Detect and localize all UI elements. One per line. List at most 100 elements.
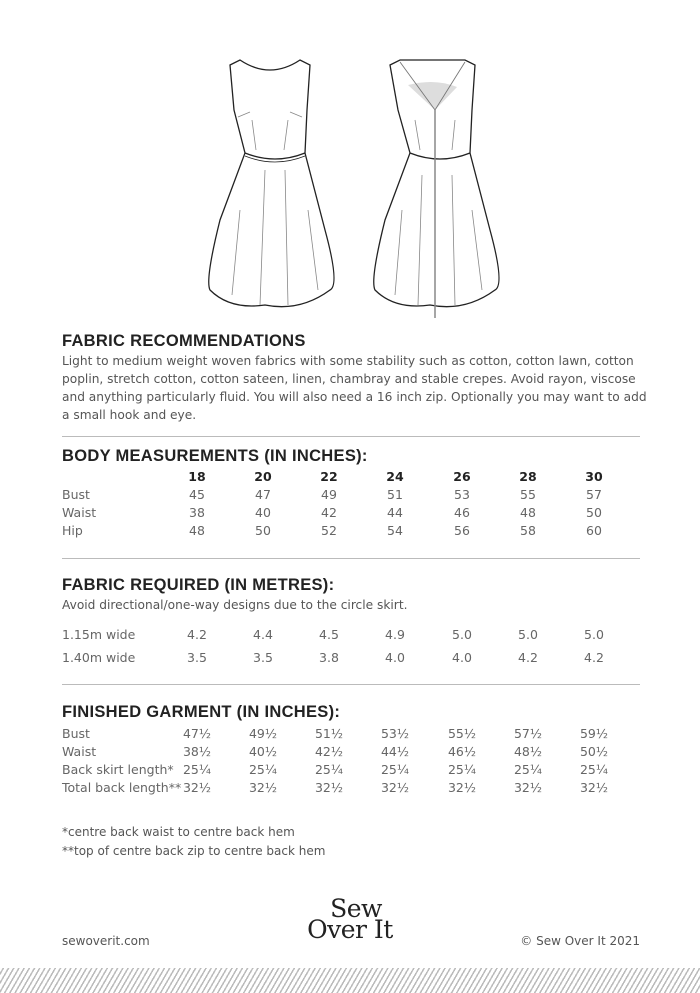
dress-front-illustration [208,59,335,308]
cell-value: 44½ [380,744,410,759]
fabric-required-heading: FABRIC REQUIRED (IN METRES): [62,576,335,594]
table-row: Bust 45 47 49 51 53 55 57 [62,487,662,505]
cell-value: 48 [520,505,536,520]
cell-value: 42 [321,505,337,520]
cell-value: 49 [321,487,337,502]
cell-value: 60 [586,523,602,538]
size-label: 28 [519,469,537,484]
logo-line: Sew [330,894,382,923]
cell-value: 50½ [579,744,609,759]
fabric-recommendations-text: Light to medium weight woven fabrics wit… [62,354,647,422]
cell-value: 25¼ [380,762,410,777]
cell-value: 49½ [248,726,278,741]
finished-garment-heading: FINISHED GARMENT (IN INCHES): [62,703,341,721]
cell-value: 25¼ [314,762,344,777]
cell-value: 54 [387,523,403,538]
row-label: Total back length** [62,780,182,795]
row-label: Waist [62,744,97,759]
cell-value: 52 [321,523,337,538]
cell-value: 57½ [513,726,543,741]
cell-value: 5.0 [584,627,604,642]
row-label: Hip [62,523,83,538]
row-label: Back skirt length* [62,762,174,777]
divider [62,684,640,685]
cell-value: 53½ [380,726,410,741]
table-row: Total back length** 32½ 32½ 32½ 32½ 32½ 32½ 32½ [62,780,662,798]
footnote: **top of centre back zip to centre back … [62,844,326,858]
size-label: 24 [386,469,404,484]
size-label: 20 [254,469,272,484]
size-label: 30 [585,469,603,484]
cell-value: 32½ [182,780,212,795]
website-link[interactable]: sewoverit.com [62,934,150,948]
cell-value: 44 [387,505,403,520]
cell-value: 4.2 [584,650,604,665]
body-measurements-heading: BODY MEASUREMENTS (IN INCHES): [62,447,368,465]
sew-over-it-logo: Sew Over It [290,894,410,944]
cell-value: 51½ [314,726,344,741]
row-label: 1.15m wide [62,627,136,642]
cell-value: 57 [586,487,602,502]
row-label: 1.40m wide [62,650,136,665]
cell-value: 53 [454,487,470,502]
cell-value: 47½ [182,726,212,741]
row-label: Bust [62,726,90,741]
cell-value: 48½ [513,744,543,759]
cell-value: 25¼ [513,762,543,777]
fabric-required-note: Avoid directional/one-way designs due to… [62,598,408,612]
dress-back-illustration [373,59,500,318]
footnote: *centre back waist to centre back hem [62,825,295,839]
cell-value: 32½ [513,780,543,795]
cell-value: 4.5 [319,627,339,642]
cell-value: 56 [454,523,470,538]
cell-value: 4.2 [187,627,207,642]
cell-value: 32½ [314,780,344,795]
cell-value: 55 [520,487,536,502]
cell-value: 4.9 [385,627,405,642]
cell-value: 46 [454,505,470,520]
cell-value: 32½ [248,780,278,795]
cell-value: 25¼ [248,762,278,777]
cell-value: 4.2 [518,650,538,665]
cell-value: 48 [189,523,205,538]
cell-value: 25¼ [579,762,609,777]
cell-value: 55½ [447,726,477,741]
logo-line: Over It [307,915,393,944]
size-label: 26 [453,469,471,484]
cell-value: 40½ [248,744,278,759]
cell-value: 32½ [579,780,609,795]
cell-value: 5.0 [452,627,472,642]
table-row: Bust 47½ 49½ 51½ 53½ 55½ 57½ 59½ [62,726,662,744]
cell-value: 50 [255,523,271,538]
table-row: Waist 38½ 40½ 42½ 44½ 46½ 48½ 50½ [62,744,662,762]
divider [62,436,640,437]
cell-value: 50 [586,505,602,520]
cell-value: 46½ [447,744,477,759]
size-header-row: 18 20 22 24 26 28 30 [62,469,662,487]
cell-value: 25¼ [447,762,477,777]
cell-value: 40 [255,505,271,520]
cell-value: 4.0 [385,650,405,665]
cell-value: 3.5 [253,650,273,665]
size-label: 18 [188,469,206,484]
cell-value: 5.0 [518,627,538,642]
row-label: Waist [62,505,97,520]
cell-value: 51 [387,487,403,502]
divider [62,558,640,559]
row-label: Bust [62,487,90,502]
cell-value: 3.8 [319,650,339,665]
fabric-recommendations-heading: FABRIC RECOMMENDATIONS [62,332,306,350]
cell-value: 4.0 [452,650,472,665]
hatched-footer-strip [0,968,700,993]
cell-value: 47 [255,487,271,502]
table-row: 1.40m wide 3.5 3.5 3.8 4.0 4.0 4.2 4.2 [62,650,662,668]
cell-value: 59½ [579,726,609,741]
cell-value: 32½ [447,780,477,795]
table-row: 1.15m wide 4.2 4.4 4.5 4.9 5.0 5.0 5.0 [62,627,662,645]
table-row: Waist 38 40 42 44 46 48 50 [62,505,662,523]
cell-value: 42½ [314,744,344,759]
cell-value: 38 [189,505,205,520]
table-row: Hip 48 50 52 54 56 58 60 [62,523,662,541]
size-label: 22 [320,469,338,484]
